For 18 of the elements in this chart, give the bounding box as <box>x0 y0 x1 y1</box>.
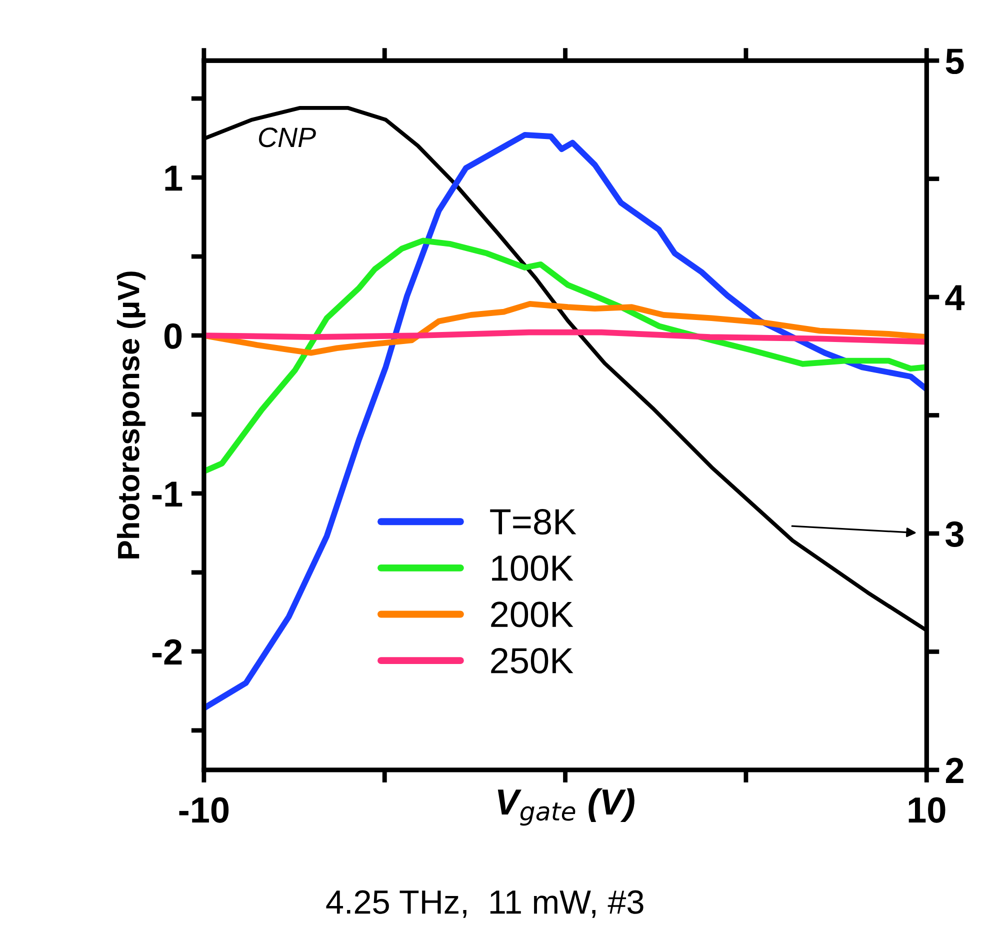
legend-label: 250K <box>491 648 574 674</box>
y-tick-label: 1 <box>165 166 182 191</box>
y-axis-title: Photoresponse (μV) <box>116 272 146 558</box>
x-axis-title: V$_{gate}$ (V) <box>498 788 634 826</box>
series-label: CNP <box>258 128 316 148</box>
legend-label: 100K <box>492 555 574 581</box>
y-tick-label: -2 <box>152 639 182 665</box>
x-tick-label: -10 <box>179 797 229 823</box>
y-tick-label: -1 <box>152 482 182 507</box>
legend-label: 200K <box>491 602 574 628</box>
text: 4.25 THz, 11 mW, #3 <box>326 890 644 918</box>
y-tick-label: 0 <box>164 323 182 349</box>
x-tick-label: 10 <box>908 797 946 823</box>
y2-tick-label: 4 <box>945 285 965 310</box>
y2-tick-label: 3 <box>946 521 964 547</box>
legend-label: T=8K <box>490 509 576 535</box>
y2-tick-label: 2 <box>946 758 964 783</box>
y2-tick-label: 5 <box>946 48 964 74</box>
